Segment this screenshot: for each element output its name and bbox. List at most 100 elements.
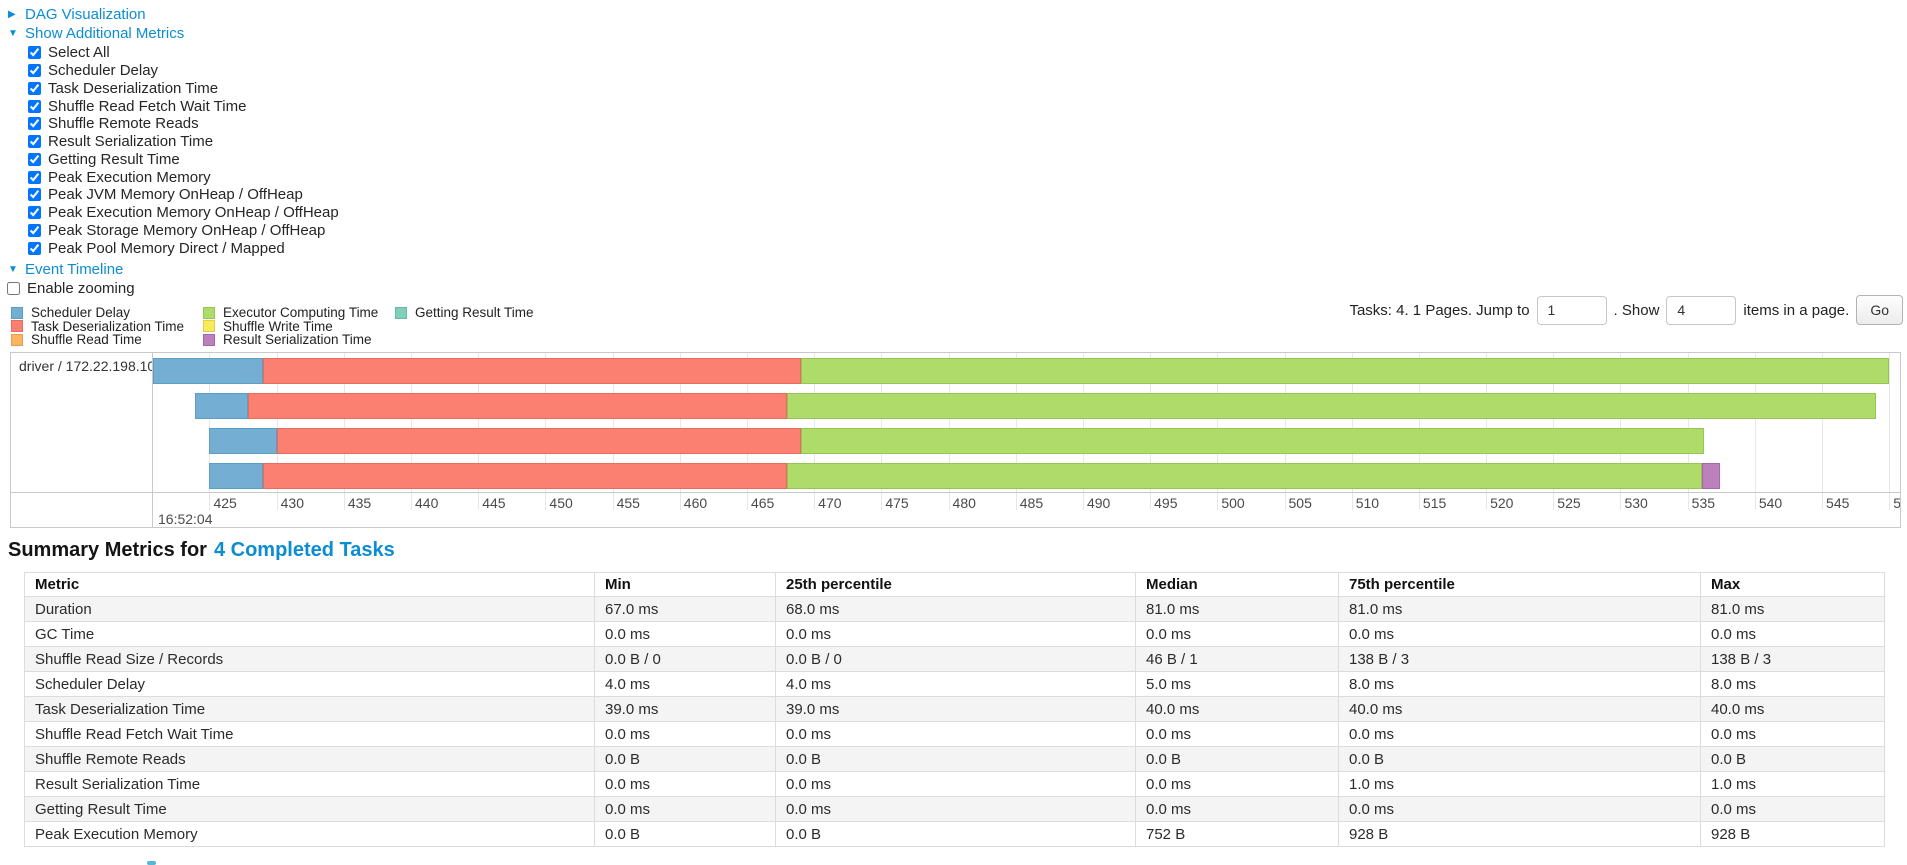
segment-scheduler-delay[interactable] — [153, 358, 264, 384]
segment-executor-computing[interactable] — [787, 393, 1876, 419]
gridline — [545, 353, 547, 492]
metric-value-cell: 39.0 ms — [775, 696, 1136, 722]
next-section-partial — [147, 861, 156, 865]
gridline — [1889, 353, 1891, 492]
gridline — [814, 353, 816, 492]
enable-zooming-checkbox[interactable] — [7, 282, 20, 295]
dag-visualization-toggle[interactable]: ▶ DAG Visualization — [8, 6, 146, 23]
checkbox-shuffle-remote-reads[interactable] — [28, 117, 41, 131]
metric-value-cell: 81.0 ms — [1700, 596, 1885, 622]
metric-checkbox-row-shuffle-remote-reads[interactable]: Shuffle Remote Reads — [28, 115, 339, 133]
jump-to-page-input[interactable] — [1536, 295, 1607, 325]
segment-task-deserialization[interactable] — [263, 463, 788, 489]
metric-checkbox-row-result-serialization-time[interactable]: Result Serialization Time — [28, 133, 339, 151]
segment-executor-computing[interactable] — [800, 428, 1704, 454]
checkbox-label: Scheduler Delay — [48, 62, 159, 80]
metric-checkbox-row-peak-pool-memory-direct-mapped[interactable]: Peak Pool Memory Direct / Mapped — [28, 239, 339, 257]
legend-item-result-serialization-time: Result Serialization Time — [203, 332, 395, 348]
segment-executor-computing[interactable] — [787, 463, 1703, 489]
gridline — [679, 353, 681, 492]
gridline — [1351, 353, 1353, 492]
task-bar-1[interactable] — [153, 358, 1900, 384]
metric-checkbox-row-peak-execution-memory[interactable]: Peak Execution Memory — [28, 168, 339, 186]
summary-row-gc-time: GC Time 0.0 ms 0.0 ms 0.0 ms 0.0 ms 0.0 ms — [24, 621, 1885, 647]
segment-result-serialization[interactable] — [1702, 463, 1720, 489]
task-bar-2[interactable] — [153, 393, 1900, 419]
segment-scheduler-delay[interactable] — [209, 428, 277, 454]
show-additional-metrics-toggle[interactable]: ▼ Show Additional Metrics — [8, 25, 184, 42]
timeline-axis-labels: 425 430 435 440 445 450 455 460 465 470 475 480 485 4… — [153, 493, 1900, 527]
axis-tick — [1822, 493, 1824, 510]
segment-task-deserialization[interactable] — [276, 428, 801, 454]
enable-zooming-row[interactable]: Enable zooming — [7, 280, 135, 297]
checkbox-peak-storage-memory-onheap-offheap[interactable] — [28, 223, 41, 237]
metric-value-cell: 0.0 B / 0 — [775, 646, 1136, 672]
metric-checkbox-row-peak-jvm-memory-onheap-offheap[interactable]: Peak JVM Memory OnHeap / OffHeap — [28, 186, 339, 204]
legend-column: Getting Result Time — [395, 305, 587, 347]
collapsed-arrow-icon: ▶ — [8, 9, 16, 20]
checkbox-peak-pool-memory-direct-mapped[interactable] — [28, 241, 41, 255]
metric-value-cell: 928 B — [1338, 821, 1701, 847]
metric-value-cell: 752 B — [1135, 821, 1339, 847]
gridline — [1082, 353, 1084, 492]
axis-tick-label: 480 — [952, 495, 976, 511]
expanded-arrow-icon: ▼ — [8, 28, 18, 39]
summary-metrics-title: Summary Metrics for 4 Completed Tasks — [8, 539, 395, 562]
metric-checkbox-row-task-deserialization-time[interactable]: Task Deserialization Time — [28, 80, 339, 98]
summary-row-shuffle-read-fetch-wait-time: Shuffle Read Fetch Wait Time 0.0 ms 0.0 ms… — [24, 721, 1885, 747]
metric-value-cell: 0.0 B — [1338, 746, 1701, 772]
checkbox-peak-execution-memory[interactable] — [28, 170, 41, 184]
segment-task-deserialization[interactable] — [263, 358, 801, 384]
task-bar-4[interactable] — [153, 463, 1900, 489]
metric-value-cell: 0.0 ms — [1700, 796, 1885, 822]
event-timeline-toggle[interactable]: ▼ Event Timeline — [8, 261, 123, 278]
checkbox-select-all[interactable] — [28, 46, 41, 60]
axis-tick-label: 455 — [616, 495, 640, 511]
metric-value-cell: 0.0 ms — [1338, 621, 1701, 647]
task-bar-3[interactable] — [153, 428, 1900, 454]
items-per-page-input[interactable] — [1666, 295, 1737, 325]
go-button[interactable]: Go — [1856, 295, 1903, 325]
metric-checkbox-row-shuffle-read-fetch-wait-time[interactable]: Shuffle Read Fetch Wait Time — [28, 97, 339, 115]
task-deserialization-swatch-icon — [11, 320, 23, 333]
axis-tick — [948, 493, 950, 510]
metric-value-cell: 0.0 ms — [1135, 621, 1339, 647]
metric-value-cell: 5.0 ms — [1135, 671, 1339, 697]
checkbox-label: Peak Storage Memory OnHeap / OffHeap — [48, 221, 326, 239]
axis-tick-label: 510 — [1355, 495, 1380, 511]
metric-checkbox-row-scheduler-delay[interactable]: Scheduler Delay — [28, 62, 339, 80]
completed-tasks-link[interactable]: 4 Completed Tasks — [213, 539, 395, 561]
axis-tick-label: 515 — [1422, 495, 1447, 511]
column-header-75th-percentile: 75th percentile — [1338, 572, 1701, 597]
segment-scheduler-delay[interactable] — [209, 463, 264, 489]
event-timeline-link[interactable]: Event Timeline — [25, 261, 124, 278]
metric-checkbox-row-peak-execution-memory-onheap-offheap[interactable]: Peak Execution Memory OnHeap / OffHeap — [28, 204, 339, 222]
axis-tick — [1687, 493, 1689, 510]
checkbox-peak-execution-memory-onheap-offheap[interactable] — [28, 206, 41, 220]
dag-visualization-link[interactable]: DAG Visualization — [25, 6, 146, 23]
metric-value-cell: 8.0 ms — [1700, 671, 1885, 697]
show-additional-metrics-link[interactable]: Show Additional Metrics — [25, 25, 185, 42]
metric-value-cell: 0.0 ms — [1338, 721, 1701, 747]
segment-task-deserialization[interactable] — [248, 393, 788, 419]
axis-tick-label: 520 — [1490, 495, 1514, 511]
metric-value-cell: 0.0 ms — [775, 796, 1136, 822]
legend-item-executor-computing-time: Executor Computing Time — [203, 305, 395, 320]
metric-checkbox-row-getting-result-time[interactable]: Getting Result Time — [28, 151, 339, 169]
metric-value-cell: 68.0 ms — [775, 596, 1136, 622]
checkbox-peak-jvm-memory-onheap-offheap[interactable] — [28, 188, 41, 202]
checkbox-result-serialization-time[interactable] — [28, 135, 41, 149]
gridline — [1015, 353, 1017, 492]
checkbox-shuffle-read-fetch-wait-time[interactable] — [28, 99, 41, 113]
legend-label: Result Serialization Time — [223, 332, 372, 348]
axis-tick-label: 505 — [1288, 495, 1312, 511]
segment-executor-computing[interactable] — [800, 358, 1890, 384]
gridline — [612, 353, 614, 492]
metric-checkbox-row-select-all[interactable]: Select All — [28, 44, 339, 62]
gridline — [1822, 353, 1824, 492]
segment-scheduler-delay[interactable] — [194, 393, 249, 419]
checkbox-scheduler-delay[interactable] — [28, 64, 41, 78]
checkbox-task-deserialization-time[interactable] — [28, 81, 41, 95]
metric-checkbox-row-peak-storage-memory-onheap-offheap[interactable]: Peak Storage Memory OnHeap / OffHeap — [28, 222, 339, 240]
checkbox-getting-result-time[interactable] — [28, 152, 41, 166]
